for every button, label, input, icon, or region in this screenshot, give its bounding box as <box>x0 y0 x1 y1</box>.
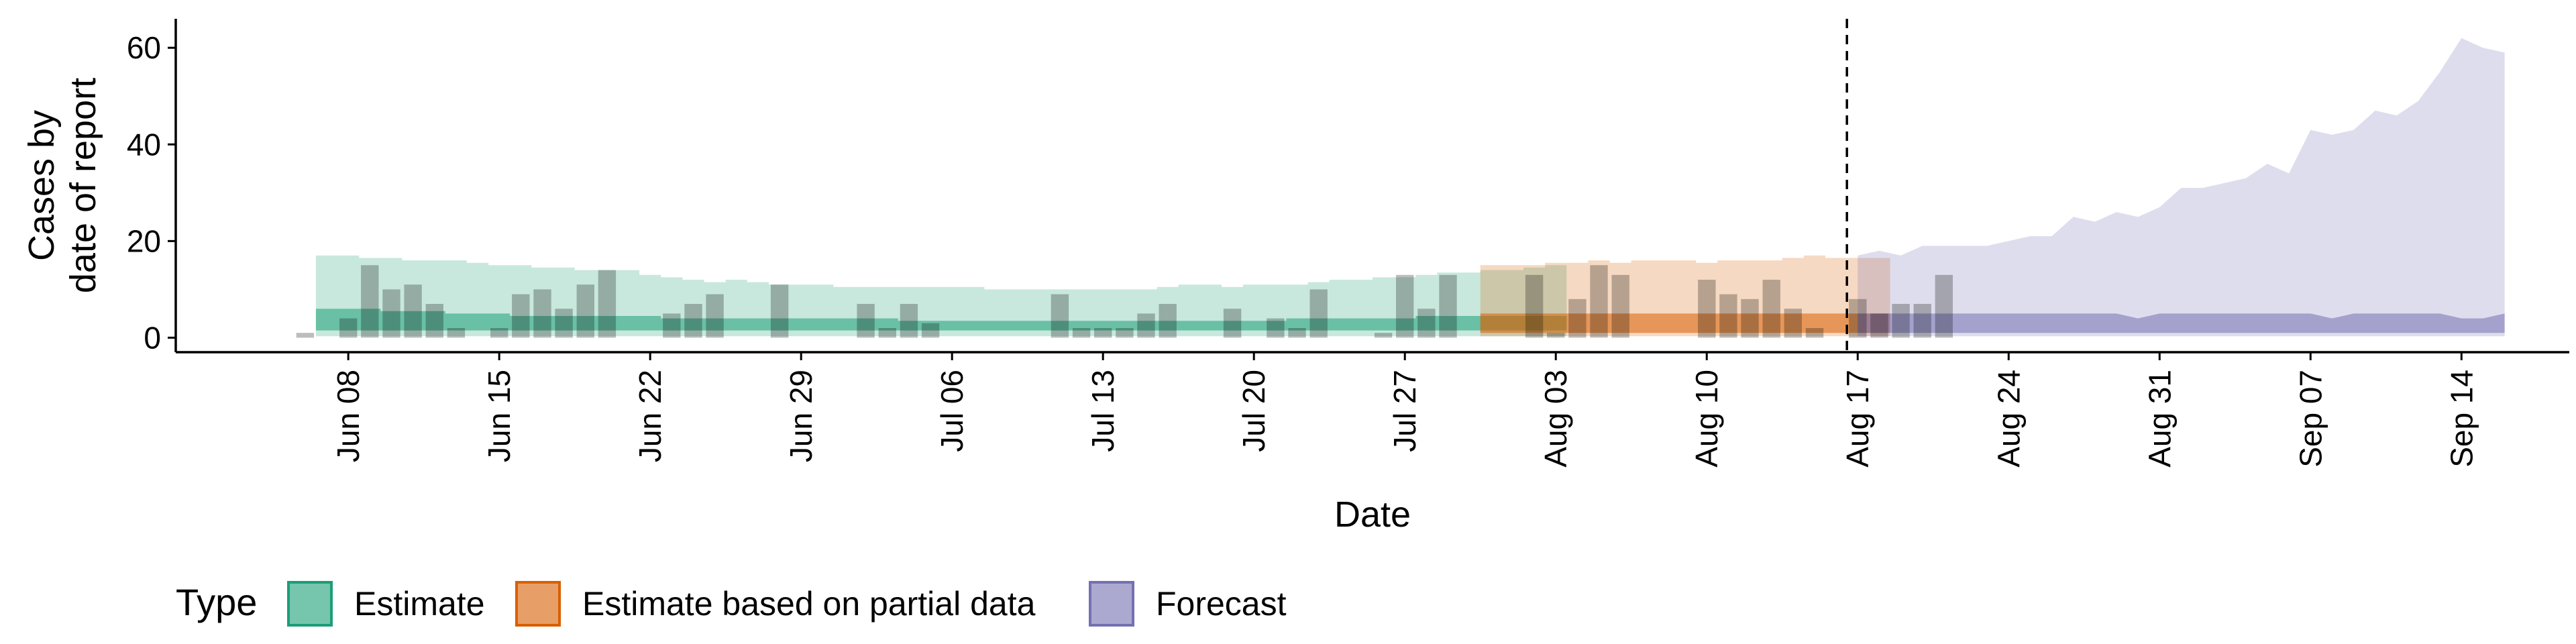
reported-case-bar <box>1417 309 1436 338</box>
reported-case-bar <box>684 304 702 338</box>
reported-case-bar <box>598 270 616 338</box>
reported-case-bar <box>1741 299 1759 338</box>
reported-case-bar <box>1892 304 1910 338</box>
reported-case-bar <box>770 284 789 338</box>
band-layer <box>315 38 2505 337</box>
reported-case-bar <box>878 328 896 338</box>
reported-case-bar <box>1094 328 1112 338</box>
reported-case-bar <box>1159 304 1177 338</box>
bar-layer <box>296 265 1953 338</box>
reported-case-bar <box>1935 274 1953 338</box>
reported-case-bar <box>555 309 573 338</box>
reported-case-bar <box>1288 328 1306 338</box>
reported-case-bar <box>1547 333 1565 338</box>
reported-case-bar <box>1913 304 1931 338</box>
reported-case-bar <box>857 304 875 338</box>
reported-case-bar <box>382 289 400 338</box>
reported-case-bar <box>1309 289 1328 338</box>
reported-case-bar <box>663 313 681 338</box>
reported-case-bar <box>1805 328 1824 338</box>
x-tick-label: Aug 03 <box>1538 370 1573 468</box>
axes-layer: 0 20 40 60 Jun 08 Jun 15 Jun 22 Jun 29 Jul 06 Jul… <box>127 19 2569 468</box>
reported-case-bar <box>1568 299 1587 338</box>
y-tick-label: 20 <box>127 223 161 258</box>
reported-case-bar <box>1439 274 1457 338</box>
reported-case-bar <box>1590 265 1608 338</box>
reported-case-bar <box>1611 274 1629 338</box>
reported-case-bar <box>361 265 379 338</box>
reported-case-bar <box>1137 313 1155 338</box>
y-tick-label: 60 <box>127 30 161 65</box>
x-tick-label: Jun 22 <box>633 370 667 462</box>
x-tick-label: Jul 20 <box>1236 370 1271 452</box>
reported-case-bar <box>1051 294 1069 338</box>
x-tick-label: Jun 29 <box>784 370 818 462</box>
x-axis-title: Date <box>1334 494 1411 535</box>
y-tick-label: 40 <box>127 127 161 162</box>
reported-case-bar <box>512 294 530 338</box>
reported-case-bar <box>404 284 422 338</box>
x-tick-label: Aug 10 <box>1689 370 1724 468</box>
reported-case-bar <box>1698 280 1716 338</box>
reported-case-bar <box>1849 299 1867 338</box>
legend-key <box>515 581 561 627</box>
reported-case-bar <box>921 323 940 338</box>
reported-case-bar <box>1116 328 1134 338</box>
x-tick-label: Jul 06 <box>934 370 969 452</box>
band-50-estimate-based-on-partial-data <box>1480 313 1890 333</box>
x-tick-label: Jun 08 <box>331 370 366 462</box>
reported-case-bar <box>1762 280 1780 338</box>
reported-case-bar <box>296 333 315 338</box>
x-tick-label: Jul 13 <box>1085 370 1120 452</box>
band-50-forecast <box>1858 313 2505 333</box>
reported-case-bar <box>1374 333 1393 338</box>
reported-case-bar <box>1870 313 1888 338</box>
y-axis-title-line-1: Cases by <box>21 110 62 261</box>
reported-case-bar <box>1223 309 1242 338</box>
reported-case-bar <box>533 289 551 338</box>
y-tick-label: 0 <box>144 320 161 355</box>
reported-case-bar <box>1784 309 1802 338</box>
reported-case-bar <box>1396 274 1414 338</box>
x-tick-label: Jul 27 <box>1387 370 1422 452</box>
reported-case-bar <box>576 284 594 338</box>
legend-label: Estimate based on partial data <box>582 585 1036 623</box>
x-tick-label: Aug 31 <box>2142 370 2177 468</box>
reported-case-bar <box>425 304 443 338</box>
reported-case-bar <box>706 294 724 338</box>
band-50-estimate <box>315 309 1567 331</box>
band-90-forecast <box>1858 38 2505 337</box>
legend: Type Estimate Estimate based on partial d… <box>176 581 1287 627</box>
x-tick-label: Jun 15 <box>482 370 517 462</box>
reported-case-bar <box>1072 328 1091 338</box>
reported-case-bar <box>1525 274 1544 338</box>
x-tick-label: Aug 24 <box>1991 370 2026 468</box>
x-tick-label: Sep 14 <box>2444 370 2479 468</box>
reported-case-bar <box>900 304 918 338</box>
legend-title: Type <box>176 581 257 623</box>
legend-label: Estimate <box>354 585 485 623</box>
legend-key <box>287 581 333 627</box>
reported-case-bar <box>447 328 466 338</box>
x-tick-label: Aug 17 <box>1840 370 1875 468</box>
legend-key <box>1089 581 1134 627</box>
reported-case-bar <box>1267 318 1285 338</box>
reported-case-bar <box>339 318 358 338</box>
y-axis-title-line-2: date of report <box>63 78 103 293</box>
reported-case-bar <box>1719 294 1737 338</box>
legend-label: Forecast <box>1156 585 1287 623</box>
x-tick-label: Sep 07 <box>2293 370 2328 468</box>
reported-case-bar <box>490 328 508 338</box>
